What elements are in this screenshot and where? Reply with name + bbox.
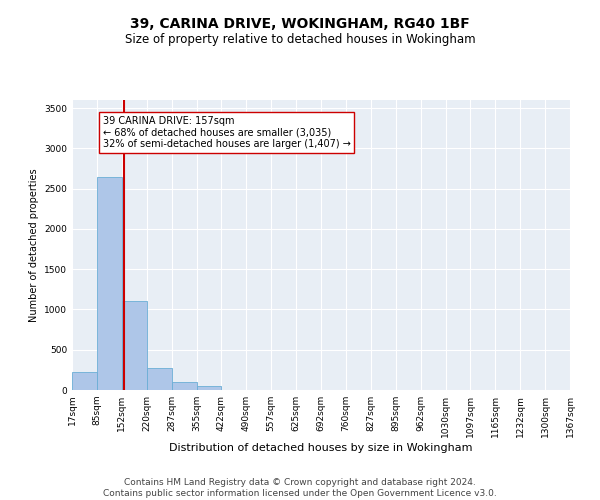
Bar [172,382,197,390]
Text: Size of property relative to detached houses in Wokingham: Size of property relative to detached ho… [125,32,475,46]
Bar [147,368,172,390]
Text: 39, CARINA DRIVE, WOKINGHAM, RG40 1BF: 39, CARINA DRIVE, WOKINGHAM, RG40 1BF [130,18,470,32]
Bar [72,372,97,390]
Bar [97,176,122,390]
Bar [122,302,147,390]
X-axis label: Distribution of detached houses by size in Wokingham: Distribution of detached houses by size … [169,442,473,452]
Text: 39 CARINA DRIVE: 157sqm
← 68% of detached houses are smaller (3,035)
32% of semi: 39 CARINA DRIVE: 157sqm ← 68% of detache… [103,116,350,149]
Text: Contains HM Land Registry data © Crown copyright and database right 2024.
Contai: Contains HM Land Registry data © Crown c… [103,478,497,498]
Y-axis label: Number of detached properties: Number of detached properties [29,168,38,322]
Bar [197,386,221,390]
